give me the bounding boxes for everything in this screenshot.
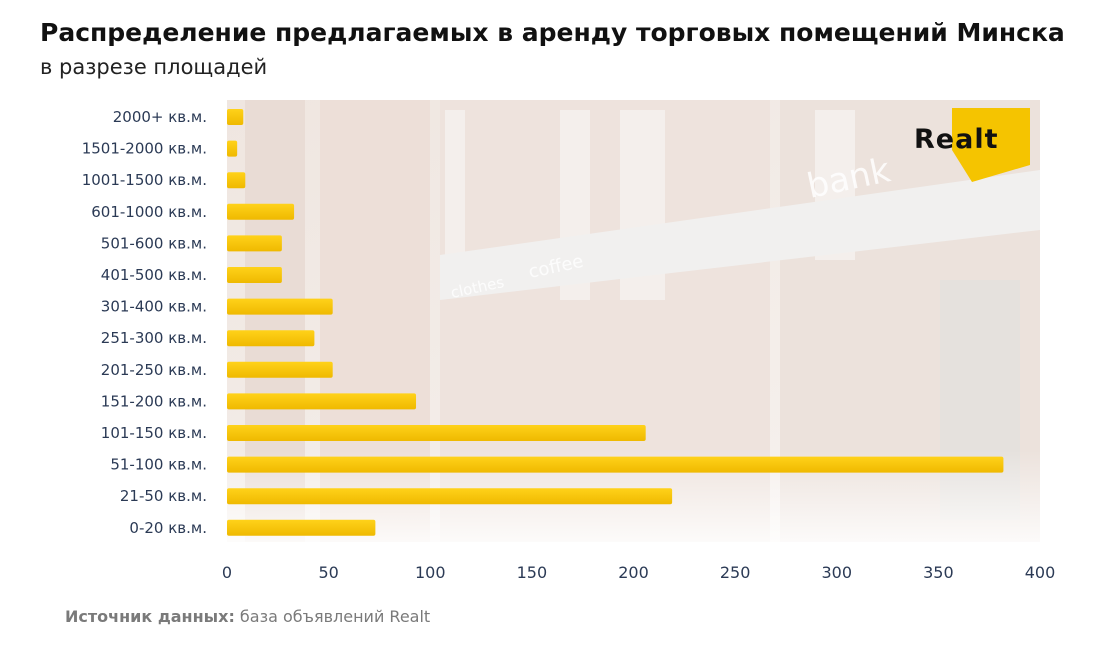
source-note: Источник данных: база объявлений Realt [65,607,430,626]
x-tick-label: 250 [720,563,751,582]
category-label: 601-1000 кв.м. [91,203,207,221]
x-tick-label: 50 [318,563,338,582]
bar [227,109,244,125]
logo-badge-shape [952,108,1030,182]
chart-subtitle: в разрезе площадей [40,55,268,79]
x-tick-label: 400 [1025,563,1056,582]
x-tick-label: 150 [517,563,548,582]
bar [227,203,295,220]
category-label: 0-20 кв.м. [129,519,207,537]
bar [227,140,238,157]
logo-text: Realt [914,124,998,155]
category-label: 251-300 кв.м. [101,329,207,347]
bar [227,172,246,189]
category-label: 101-150 кв.м. [101,424,207,442]
x-tick-label: 350 [923,563,954,582]
bar [227,393,417,410]
bar [227,519,376,536]
x-tick-label: 100 [415,563,446,582]
category-label: 201-250 кв.м. [101,361,207,379]
category-label: 501-600 кв.м. [101,234,207,252]
background-photo: bank coffee clothes [227,100,1040,542]
category-label: 401-500 кв.м. [101,266,207,284]
category-label: 301-400 кв.м. [101,298,207,316]
category-label: 1501-2000 кв.м. [82,140,207,158]
bars-group [227,109,1004,536]
bar [227,330,315,347]
category-labels: 2000+ кв.м. 1501-2000 кв.м. 1001-1500 кв.м… [82,108,207,537]
bar [227,235,282,252]
category-label: 21-50 кв.м. [120,487,207,505]
x-tick-label: 0 [222,563,232,582]
category-label: 2000+ кв.м. [113,108,207,126]
x-axis-tick-labels: 0 50 100 150 200 250 300 350 400 [222,563,1055,582]
source-label: Источник данных: [65,607,235,626]
realt-logo: Realt [914,108,1030,182]
bar [227,298,333,315]
source-text: база объявлений Realt [234,607,431,626]
category-label: 51-100 кв.м. [110,456,207,474]
x-tick-label: 200 [618,563,649,582]
bar [227,425,646,441]
category-label: 151-200 кв.м. [101,392,207,410]
x-tick-label: 300 [821,563,852,582]
bar [227,361,333,378]
bar [227,456,1004,473]
bar [227,488,673,505]
chart-title: Распределение предлагаемых в аренду торг… [40,18,1065,47]
bar [227,267,282,283]
category-label: 1001-1500 кв.м. [82,171,207,189]
